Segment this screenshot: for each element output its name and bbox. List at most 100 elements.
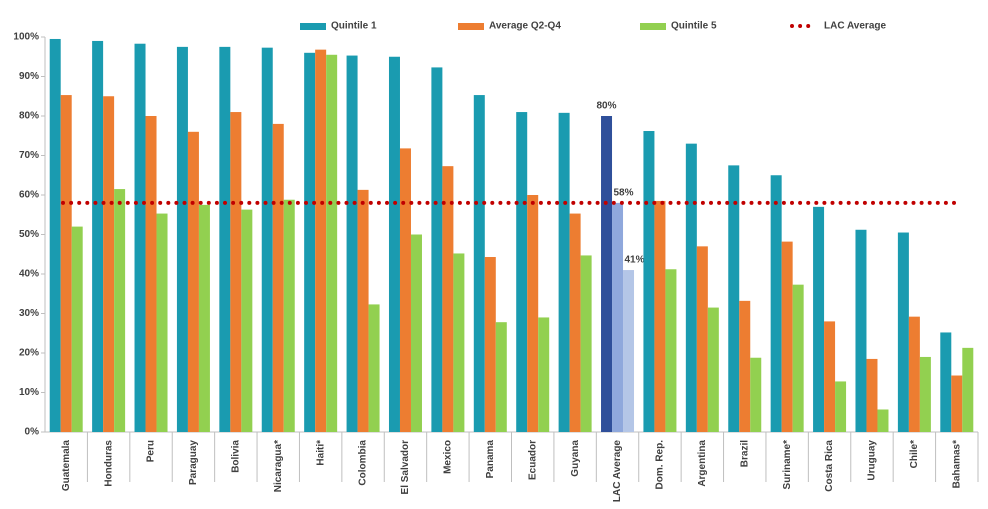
bar	[855, 229, 867, 432]
legend-label: LAC Average	[824, 21, 886, 32]
x-tick-label: Mexico	[443, 440, 454, 474]
bar	[654, 200, 666, 432]
bar	[940, 332, 952, 432]
bar	[176, 46, 188, 432]
bar	[792, 284, 804, 432]
bar	[569, 213, 581, 432]
bar	[283, 199, 295, 432]
y-tick-label: 30%	[19, 308, 39, 319]
y-tick-label: 80%	[19, 111, 39, 122]
y-tick-label: 70%	[19, 150, 39, 161]
x-tick-label: Haiti*	[315, 440, 326, 466]
bar	[665, 269, 677, 432]
bar	[770, 175, 782, 432]
x-tick-label: Suriname*	[782, 440, 793, 490]
bar	[728, 165, 740, 432]
bar	[399, 148, 411, 432]
x-tick-label: Panama	[485, 440, 496, 479]
bar	[431, 67, 443, 432]
bar	[908, 316, 920, 432]
legend-label: Average Q2-Q4	[489, 21, 561, 32]
bar	[558, 112, 570, 432]
bar	[453, 253, 465, 432]
legend-swatch	[300, 23, 326, 30]
y-tick-label: 20%	[19, 348, 39, 359]
bar	[442, 166, 454, 433]
bar	[685, 143, 697, 432]
x-tick-label: Brazil	[739, 440, 750, 467]
x-tick-label: Guatemala	[61, 440, 72, 492]
x-tick-label: Nicaragua*	[273, 440, 284, 492]
x-tick-label: Dom. Rep.	[655, 440, 666, 490]
bar	[580, 255, 592, 432]
bar	[92, 40, 104, 432]
bar	[707, 307, 719, 432]
x-tick-label: Peru	[146, 440, 157, 462]
x-tick-label: Colombia	[358, 440, 369, 486]
bar	[781, 241, 793, 432]
bar	[962, 347, 974, 432]
x-tick-label: Guyana	[570, 440, 581, 477]
bar	[71, 226, 83, 432]
bar	[315, 49, 327, 432]
bar	[919, 356, 931, 432]
bar	[103, 96, 115, 432]
x-tick-label: Costa Rica	[824, 440, 835, 492]
bar	[357, 189, 369, 432]
bar	[516, 112, 528, 433]
x-tick-label: Ecuador	[527, 440, 538, 480]
bar	[495, 322, 507, 432]
bar	[835, 381, 847, 432]
bar	[484, 257, 496, 432]
y-tick-label: 40%	[19, 269, 39, 280]
bar	[241, 209, 253, 432]
bar	[643, 131, 655, 432]
bar	[473, 95, 485, 432]
bar	[346, 55, 358, 432]
x-tick-label: Paraguay	[188, 440, 199, 485]
bar	[134, 43, 146, 433]
value-label: 58%	[614, 188, 634, 199]
bar	[527, 195, 539, 432]
bar	[813, 206, 825, 432]
x-tick-label: Honduras	[103, 440, 114, 487]
value-label: 41%	[625, 255, 645, 266]
x-tick-label: LAC Average	[612, 440, 623, 502]
bar	[49, 38, 61, 432]
bar	[60, 95, 72, 432]
bar	[824, 321, 836, 432]
y-tick-label: 0%	[25, 427, 40, 438]
y-tick-label: 60%	[19, 190, 39, 201]
bar	[304, 52, 316, 433]
bar	[388, 56, 400, 432]
bar	[219, 46, 231, 432]
bar	[877, 409, 889, 432]
y-tick-label: 90%	[19, 71, 39, 82]
x-tick-label: Chile*	[909, 440, 920, 468]
bar	[368, 304, 380, 432]
bar	[114, 189, 126, 432]
bar	[230, 112, 242, 433]
bar	[187, 131, 199, 433]
bar	[951, 375, 963, 432]
bar	[897, 232, 909, 432]
bar	[696, 246, 708, 432]
legend-label: Quintile 5	[671, 21, 717, 32]
bar	[601, 116, 613, 432]
y-tick-label: 50%	[19, 229, 39, 240]
x-tick-label: El Salvador	[400, 440, 411, 495]
y-tick-label: 10%	[19, 387, 39, 398]
legend-label: Quintile 1	[331, 21, 377, 32]
bar	[866, 358, 878, 432]
bar	[623, 270, 635, 432]
bar	[156, 213, 168, 432]
bar	[198, 204, 210, 432]
x-tick-label: Bahamas*	[951, 440, 962, 488]
x-tick-label: Argentina	[697, 440, 708, 487]
legend-swatch	[458, 23, 484, 30]
bar	[612, 202, 624, 432]
bar	[272, 123, 284, 433]
bar	[326, 54, 338, 433]
y-tick-label: 100%	[13, 32, 39, 43]
